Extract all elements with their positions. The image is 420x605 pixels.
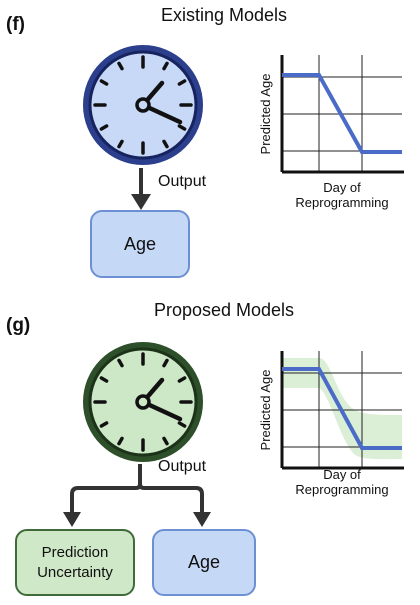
output-branch-arrows — [63, 464, 211, 527]
x-axis-label-line2: Reprogramming — [295, 195, 388, 210]
output-label: Output — [158, 173, 207, 190]
y-axis-label: Predicted Age — [258, 370, 273, 451]
panel-g-letter: (g) — [6, 315, 31, 336]
prediction-uncertainty-box: Prediction Uncertainty — [15, 529, 135, 596]
predicted-age-chart-g: Predicted Age Day of Reprogramming — [258, 351, 404, 497]
x-axis-label-line2: Reprogramming — [295, 482, 388, 497]
clock-icon — [83, 342, 203, 462]
output-label: Output — [158, 458, 207, 475]
age-label: Age — [123, 233, 157, 254]
panel-f-letter: (f) — [6, 14, 25, 35]
predicted-age-chart-f: Predicted Age Day of Reprogramming — [258, 55, 404, 210]
panel-f-title: Existing Models — [160, 5, 288, 25]
predicted-age-line — [282, 73, 402, 154]
prediction-uncertainty-label: Prediction Uncertainty — [37, 543, 113, 581]
age-label: Age — [187, 552, 221, 572]
predicted-age-line — [282, 367, 402, 450]
clock-icon — [83, 45, 203, 165]
x-axis-label-line1: Day of — [323, 180, 361, 195]
age-box: Age — [152, 529, 256, 596]
x-axis-label-line1: Day of — [323, 467, 361, 482]
y-axis-label: Predicted Age — [258, 74, 273, 155]
output-arrow — [131, 168, 151, 210]
age-box: Age — [90, 210, 190, 278]
panel-g-title: Proposed Models — [153, 300, 295, 320]
